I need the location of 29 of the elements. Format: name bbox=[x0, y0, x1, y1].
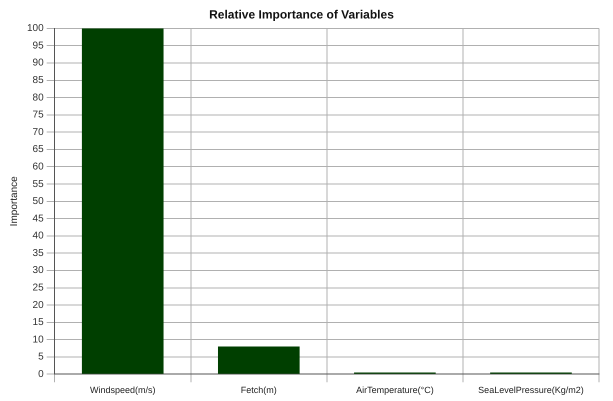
y-axis-title: Importance bbox=[8, 176, 20, 226]
x-tick-label: SeaLevelPressure(Kg/m2) bbox=[478, 385, 584, 396]
y-tick-label: 15 bbox=[32, 317, 44, 328]
y-tick-label: 30 bbox=[32, 265, 44, 276]
y-tick-label: 55 bbox=[32, 178, 44, 190]
y-tick-label: 50 bbox=[32, 196, 44, 208]
chart-title: Relative Importance of Variables bbox=[209, 8, 394, 22]
y-tick-label: 0 bbox=[38, 368, 44, 380]
y-tick-label: 20 bbox=[32, 300, 44, 311]
x-tick-label: AirTemperature(°C) bbox=[356, 385, 434, 396]
y-tick-label: 95 bbox=[32, 40, 44, 52]
y-tick-label: 40 bbox=[32, 230, 44, 242]
bar bbox=[218, 346, 300, 374]
y-tick-label: 75 bbox=[32, 110, 44, 121]
y-tick-label: 65 bbox=[32, 144, 44, 156]
bar bbox=[82, 28, 164, 374]
y-tick-label: 60 bbox=[32, 161, 44, 172]
x-tick-label: Windspeed(m/s) bbox=[90, 385, 156, 396]
y-tick-label: 85 bbox=[32, 75, 44, 86]
y-tick-label: 25 bbox=[32, 282, 44, 294]
y-tick-label: 80 bbox=[32, 92, 44, 104]
y-tick-label: 10 bbox=[32, 334, 44, 346]
y-tick-label: 70 bbox=[32, 126, 44, 138]
y-tick-label: 5 bbox=[38, 352, 44, 363]
y-tick-label: 100 bbox=[26, 23, 44, 34]
y-tick-label: 90 bbox=[32, 58, 44, 69]
y-tick-label: 35 bbox=[32, 248, 44, 259]
y-tick-label: 45 bbox=[32, 213, 44, 224]
x-tick-label: Fetch(m) bbox=[240, 385, 277, 396]
